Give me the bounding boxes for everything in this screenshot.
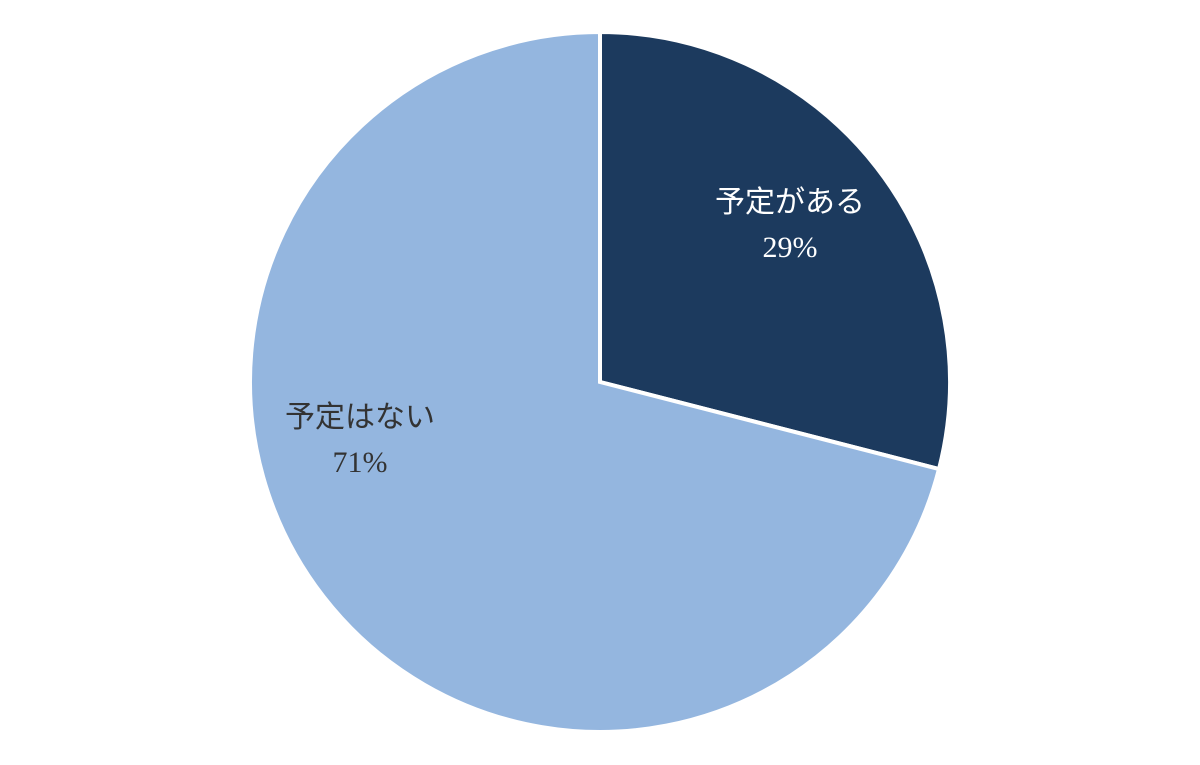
pie-chart-container: 予定がある29% 予定はない71% bbox=[0, 0, 1200, 765]
pie-slice-label-value-1: 71% bbox=[285, 440, 435, 485]
pie-slice-label-value-0: 29% bbox=[715, 225, 865, 270]
pie-slice-label-text-0: 予定がある bbox=[715, 180, 865, 225]
pie-slice-label-text-1: 予定はない bbox=[285, 395, 435, 440]
pie-slice-label-0: 予定がある29% bbox=[715, 180, 865, 270]
pie-slice-label-1: 予定はない71% bbox=[285, 395, 435, 485]
pie-chart-svg bbox=[0, 0, 1200, 765]
